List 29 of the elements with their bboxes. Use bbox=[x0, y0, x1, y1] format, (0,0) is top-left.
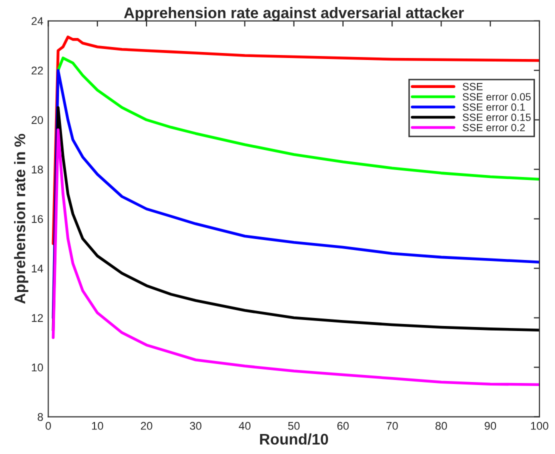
x-tick-label: 60 bbox=[337, 422, 349, 430]
chart-title: Apprehension rate against adversarial attacker bbox=[124, 7, 464, 22]
legend-label: SSE error 0.2 bbox=[462, 124, 525, 132]
y-tick-label: 22 bbox=[32, 66, 43, 74]
legend-label: SSE error 0.15 bbox=[462, 114, 531, 122]
x-tick-label: 30 bbox=[190, 422, 202, 430]
legend-label: SSE error 0.1 bbox=[462, 103, 525, 111]
x-tick-label: 100 bbox=[531, 422, 548, 430]
y-tick-label: 16 bbox=[32, 215, 43, 223]
x-tick-label: 40 bbox=[238, 422, 250, 430]
y-tick-label: 18 bbox=[32, 166, 43, 174]
legend-label: SSE error 0.05 bbox=[462, 93, 531, 101]
x-tick-label: 80 bbox=[436, 422, 447, 430]
x-tick-label: 10 bbox=[92, 422, 104, 430]
y-tick-label: 14 bbox=[32, 264, 44, 272]
x-tick-label: 0 bbox=[46, 422, 51, 430]
x-tick-label: 90 bbox=[484, 422, 496, 430]
y-tick-label: 12 bbox=[32, 314, 43, 322]
x-axis-title: Round/10 bbox=[260, 433, 328, 445]
y-tick-label: 20 bbox=[32, 116, 43, 124]
y-tick-label: 24 bbox=[32, 17, 44, 25]
x-tick-label: 70 bbox=[386, 422, 398, 430]
line-series bbox=[56, 56, 540, 181]
y-axis-title: Apprehension rate in % bbox=[14, 134, 28, 304]
y-tick-label: 10 bbox=[32, 364, 43, 372]
x-tick-label: 50 bbox=[288, 422, 300, 430]
y-tick-label: 8 bbox=[38, 413, 43, 421]
legend-label: SSE bbox=[462, 82, 483, 90]
x-tick-label: 20 bbox=[140, 422, 152, 430]
